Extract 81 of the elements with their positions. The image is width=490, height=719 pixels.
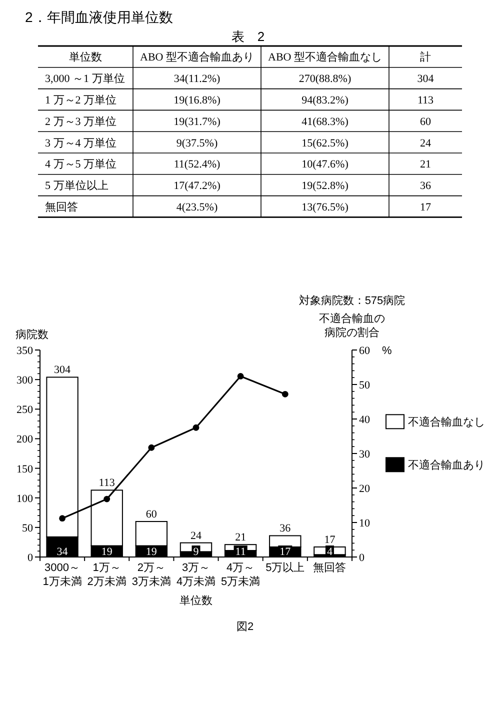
text: 15(62.5%) — [302, 137, 349, 150]
text: 304 — [417, 73, 434, 86]
value-label: 34 — [55, 546, 70, 558]
point — [148, 444, 155, 451]
text: 34(11.2%) — [174, 73, 220, 86]
y-tick-label: 100 — [16, 492, 34, 505]
text: 対象病院数：575病院 — [298, 294, 406, 307]
y2-tick-label: 10 — [359, 518, 370, 530]
y2-tick-label: 60 — [359, 345, 370, 357]
y-tick-label: 50 — [22, 522, 34, 534]
text: 24 — [420, 137, 432, 150]
category-label: 5 万単位以上 — [45, 180, 108, 192]
category-label: 単位数 — [69, 52, 102, 64]
text: 19(52.8%) — [302, 180, 349, 192]
text: 表 2 — [231, 29, 265, 44]
category-label: 計 — [420, 50, 431, 64]
y-tick-label: 0 — [28, 552, 34, 564]
total-label: 60 — [146, 508, 158, 521]
text: 2．年間血液使用単位数 — [25, 9, 173, 25]
text: 11(52.4%) — [174, 158, 220, 171]
y2-axis-title: 不適合輸血の病院の割合 — [319, 312, 385, 339]
y2-tick-label: 40 — [359, 414, 370, 426]
text: 17 — [420, 202, 432, 214]
x-tick-label: 3000～1万未満 — [42, 562, 82, 588]
y-axis-title: 病院数 — [16, 328, 48, 341]
y-tick-label: 300 — [16, 374, 34, 387]
category-label: 4 万～5 万単位 — [45, 158, 116, 171]
point — [104, 496, 110, 502]
value-label: 19 — [100, 546, 114, 558]
text: 113 — [417, 94, 434, 106]
value-label: 17 — [278, 546, 292, 558]
category-label: 2 万～3 万単位 — [45, 116, 116, 128]
x-tick-label: 4万～5万未満 — [221, 562, 260, 588]
y2-tick-label: 50 — [359, 380, 370, 392]
text: 36 — [420, 180, 432, 192]
text: 9(37.5%) — [176, 137, 218, 150]
text: 19(16.8%) — [174, 94, 221, 106]
text: 13(76.5%) — [302, 202, 349, 214]
text: 60 — [420, 116, 432, 128]
x-tick-label: 2万～3万未満 — [132, 562, 171, 588]
text: 94(83.2%) — [302, 94, 349, 106]
y2-tick-label: 0 — [359, 552, 365, 564]
point — [282, 390, 288, 398]
point — [192, 424, 200, 431]
total-label: 36 — [280, 522, 292, 535]
text: % — [382, 345, 392, 357]
category-label: 1 万～2 万単位 — [45, 94, 116, 106]
text: 4(23.5%) — [176, 202, 218, 214]
category-label: ABO 型不適合輸血あり — [140, 50, 254, 64]
caption: 図2 — [236, 621, 254, 633]
text: 41(68.3%) — [302, 116, 349, 128]
text: 270(88.8%) — [298, 73, 352, 86]
category-label: 3 万～4 万単位 — [45, 137, 116, 150]
value-label: 19 — [144, 546, 158, 558]
y2-tick-label: 30 — [359, 448, 370, 460]
text: 21 — [420, 158, 431, 171]
y2-tick-label: 20 — [359, 483, 370, 495]
text: 10(47.6%) — [302, 158, 349, 171]
y-tick-label: 350 — [16, 345, 34, 357]
text: 17(47.2%) — [174, 180, 221, 192]
total-label: 113 — [98, 477, 116, 490]
y-tick-label: 200 — [16, 434, 34, 446]
x-axis-title: 単位数 — [180, 595, 212, 607]
point — [237, 373, 244, 380]
category-label: ABO 型不適合輸血なし — [268, 50, 382, 64]
point — [59, 515, 66, 522]
y-tick-label: 150 — [16, 463, 34, 476]
total-label: 24 — [190, 530, 202, 542]
x-tick-label: 5万以上 — [266, 561, 305, 574]
x-tick-label: 3万～4万未満 — [176, 562, 216, 588]
category-label: 無回答 — [45, 202, 78, 214]
x-tick-label: 1万～2万未満 — [87, 562, 126, 588]
text: 19(31.7%) — [174, 116, 221, 128]
legend-label: 不適合輸血なし — [408, 416, 485, 429]
x-tick-label: 無回答 — [313, 562, 346, 574]
y-tick-label: 250 — [16, 404, 34, 416]
total-label: 17 — [324, 534, 336, 546]
category-label: 3,000 ～1 万単位 — [45, 73, 125, 86]
total-label: 21 — [235, 532, 246, 544]
total-label: 304 — [54, 364, 72, 376]
legend-label: 不適合輸血あり — [408, 458, 485, 472]
